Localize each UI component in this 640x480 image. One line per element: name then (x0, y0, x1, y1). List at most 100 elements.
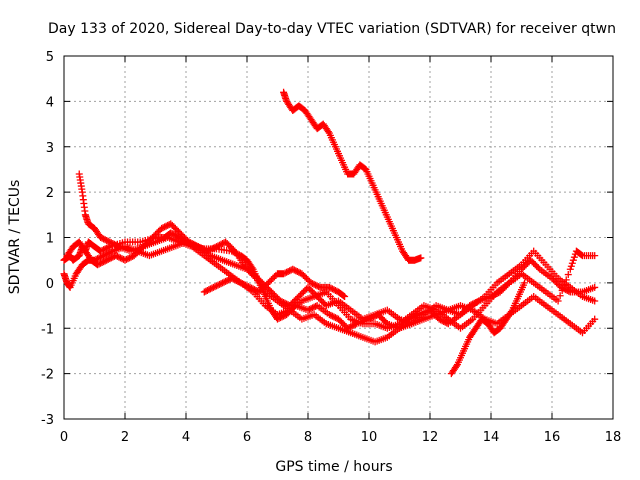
data-point (103, 237, 111, 245)
data-point (205, 246, 213, 254)
data-point (306, 305, 314, 313)
data-point (103, 256, 111, 264)
data-point (103, 250, 111, 258)
data-point (435, 315, 443, 323)
data-point (528, 258, 536, 266)
data-point (312, 302, 320, 310)
data-point (327, 284, 335, 292)
data-point (216, 241, 224, 249)
data-point (568, 259, 576, 267)
data-point (318, 297, 326, 305)
data-point (328, 285, 336, 293)
data-point (159, 224, 167, 232)
data-point (548, 274, 556, 282)
x-tick-label: 18 (605, 430, 622, 445)
data-point (97, 253, 105, 261)
chart-title: Day 133 of 2020, Sidereal Day-to-day VTE… (48, 21, 616, 37)
data-point (298, 289, 306, 297)
data-point (298, 270, 306, 278)
data-point (177, 230, 185, 238)
data-point (158, 224, 166, 232)
y-tick-label: 4 (46, 95, 54, 110)
series-track-g (447, 279, 529, 378)
data-point (127, 253, 135, 261)
data-point (246, 267, 254, 275)
data-point (348, 322, 356, 330)
data-point (338, 318, 346, 326)
data-point (109, 253, 117, 261)
data-point (331, 314, 339, 322)
data-point (556, 292, 564, 300)
data-point (216, 280, 224, 288)
data-point (118, 255, 126, 263)
data-point (107, 248, 115, 256)
data-point (437, 316, 445, 324)
x-tick-label: 10 (361, 430, 378, 445)
data-point (270, 291, 278, 299)
data-point (208, 245, 216, 253)
data-point (296, 291, 304, 299)
data-point (292, 296, 300, 304)
data-point (264, 279, 272, 287)
data-point (229, 275, 237, 283)
data-point (319, 299, 327, 307)
data-point (560, 281, 568, 289)
data-point (245, 283, 253, 291)
data-point (551, 277, 559, 285)
data-point (550, 276, 558, 284)
data-point (277, 297, 285, 305)
data-point (98, 246, 106, 254)
data-point (101, 257, 109, 265)
data-point (325, 283, 333, 291)
data-point (330, 286, 338, 294)
data-point (335, 315, 342, 323)
data-point (223, 240, 231, 248)
data-point (417, 254, 425, 262)
data-point (223, 277, 231, 285)
data-point (113, 242, 121, 250)
data-point (211, 283, 219, 291)
data-point (277, 314, 285, 322)
data-point (272, 292, 280, 300)
data-point (243, 282, 251, 290)
data-point (241, 262, 249, 270)
data-point (237, 279, 245, 287)
data-point (280, 299, 288, 307)
data-point (240, 280, 248, 288)
data-point (306, 285, 314, 293)
data-point (249, 285, 257, 293)
data-point (150, 232, 158, 240)
data-point (113, 252, 121, 260)
data-point (98, 234, 106, 242)
data-point (507, 308, 515, 316)
data-point (171, 224, 179, 232)
data-point (206, 285, 214, 293)
data-point (255, 288, 263, 296)
data-point (330, 313, 338, 321)
data-point (219, 279, 227, 287)
data-point (263, 280, 271, 288)
data-point (167, 220, 175, 228)
data-point (284, 301, 292, 309)
data-point (94, 261, 102, 269)
data-point (521, 279, 529, 287)
data-point (222, 277, 230, 285)
data-point (124, 255, 132, 263)
data-point (161, 223, 169, 231)
data-point (295, 268, 303, 276)
series-track-f (200, 265, 349, 300)
data-point (121, 256, 129, 264)
y-tick-label: 3 (46, 141, 54, 156)
data-point (254, 287, 262, 295)
series-track-e (280, 88, 425, 264)
data-point (309, 304, 317, 312)
data-point (173, 232, 181, 240)
data-point (341, 292, 349, 300)
data-point (281, 269, 289, 277)
y-tick-label: 5 (46, 50, 54, 65)
data-point (98, 252, 106, 260)
data-point (304, 276, 312, 284)
y-axis-title: SDTVAR / TECUs (7, 180, 23, 295)
data-point (267, 288, 275, 296)
